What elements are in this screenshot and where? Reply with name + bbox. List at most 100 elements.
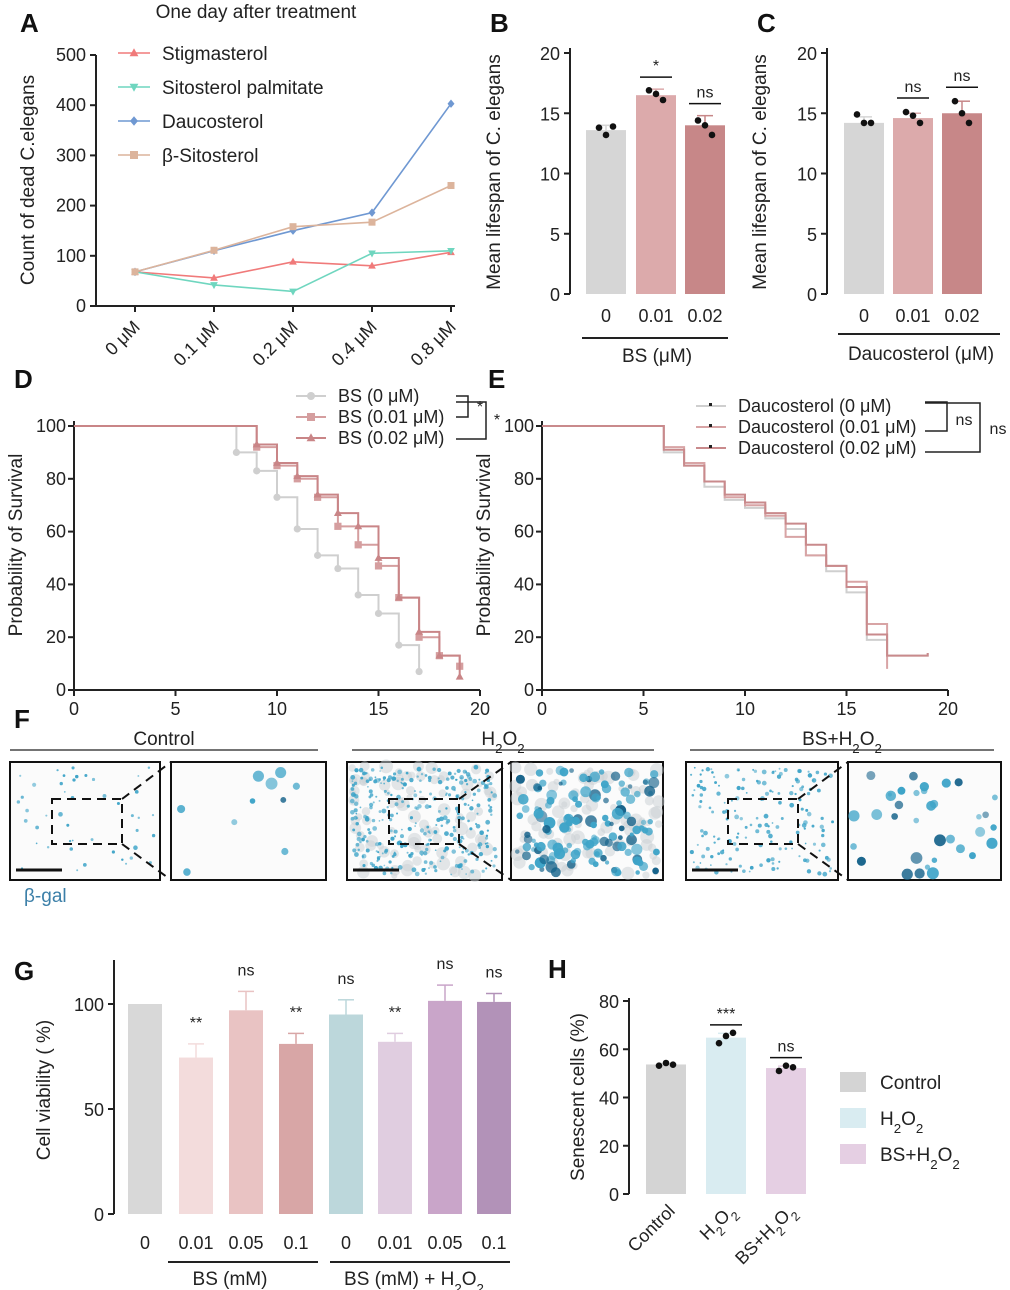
- stain-dot: [453, 772, 457, 776]
- stain-dot: [351, 783, 355, 787]
- stain-dot: [795, 779, 801, 784]
- stain-dot: [477, 842, 483, 847]
- stain-dot: [700, 829, 704, 833]
- stain-dot: [374, 778, 377, 781]
- stain-dot: [744, 825, 748, 829]
- stain-dot: [429, 860, 434, 865]
- stain-dot: [91, 777, 96, 782]
- stain-dot: [177, 804, 186, 814]
- stain-dot: [450, 775, 455, 780]
- replicate-dot: [729, 1029, 737, 1037]
- stain-dot: [728, 857, 732, 861]
- censor-marker: [334, 522, 342, 530]
- stain-dot: [423, 867, 426, 871]
- stain-dot: [708, 806, 712, 810]
- stain-dot: [975, 826, 986, 837]
- stain-dot: [555, 851, 561, 857]
- stain-dot: [351, 780, 354, 782]
- stain-dot: [71, 839, 74, 842]
- stain-dot: [803, 858, 807, 863]
- stain-dot: [69, 847, 74, 851]
- data-point: [131, 268, 139, 276]
- x-tick-label: 0.2 μM: [249, 317, 302, 370]
- zoom-region-box: [727, 798, 799, 845]
- tissue-texture: [604, 846, 616, 857]
- stain-dot: [821, 828, 825, 833]
- stain-dot: [776, 774, 782, 779]
- stain-dot: [990, 824, 997, 831]
- stain-dot: [759, 863, 763, 867]
- stain-dot: [292, 782, 300, 790]
- tissue-texture: [425, 761, 438, 774]
- stain-dot: [716, 791, 721, 796]
- bar: [893, 118, 933, 294]
- stain-dot: [539, 854, 550, 865]
- stain-dot: [380, 766, 384, 770]
- stain-dot: [639, 825, 646, 832]
- bar: [685, 125, 725, 294]
- tissue-texture: [585, 847, 597, 860]
- stain-dot: [72, 778, 76, 782]
- stain-dot: [383, 864, 386, 867]
- stain-dot: [442, 815, 448, 821]
- tissue-texture: [652, 795, 665, 808]
- bar: [706, 1037, 746, 1194]
- significance-label: **: [389, 1004, 401, 1021]
- stain-dot: [434, 849, 437, 851]
- y-tick-label: 80: [514, 469, 534, 489]
- replicate-dot: [652, 90, 660, 98]
- stain-dot: [231, 819, 238, 826]
- stain-dot: [594, 851, 600, 857]
- stain-dot: [428, 867, 430, 869]
- stain-dot: [447, 793, 452, 797]
- stain-dot: [803, 827, 806, 830]
- stain-dot: [807, 770, 810, 773]
- data-point: [210, 282, 218, 290]
- censor-marker: [374, 609, 383, 618]
- data-point: [368, 250, 376, 258]
- stain-dot: [703, 830, 708, 836]
- stain-dot: [752, 768, 755, 771]
- stain-dot: [816, 788, 821, 793]
- bar: [636, 95, 676, 294]
- bar: [586, 130, 626, 294]
- stain-dot: [931, 857, 938, 863]
- stain-dot: [472, 792, 476, 796]
- stain-dot: [552, 842, 564, 854]
- stain-dot: [976, 814, 982, 820]
- stain-dot: [635, 870, 640, 875]
- stain-dot: [690, 773, 693, 776]
- stain-dot: [361, 855, 365, 858]
- stain-dot: [413, 793, 418, 798]
- x-tick-label: 0.1: [283, 1233, 308, 1253]
- stain-dot: [771, 867, 776, 872]
- tissue-texture: [412, 856, 422, 866]
- stain-dot: [407, 826, 412, 832]
- significance-label: ns: [954, 68, 971, 85]
- significance-bracket-inner: [925, 401, 948, 432]
- stain-dot: [710, 768, 713, 771]
- stain-dot: [367, 828, 371, 832]
- stain-dot: [941, 778, 951, 788]
- survival-curve-1: [74, 425, 461, 667]
- panel-label-a: A: [20, 8, 39, 38]
- stain-dot: [771, 771, 775, 775]
- stain-dot: [992, 794, 998, 801]
- y-tick-label: 15: [540, 104, 560, 124]
- stain-dot: [376, 857, 381, 861]
- stain-dot: [692, 861, 695, 864]
- zoom-connector: [797, 843, 849, 881]
- stain-dot: [416, 766, 422, 772]
- stain-dot: [618, 780, 626, 787]
- stain-dot: [569, 768, 574, 773]
- tissue-texture: [473, 807, 484, 817]
- stain-dot: [589, 771, 601, 783]
- stain-dot: [359, 840, 362, 844]
- legend-marker: [709, 424, 712, 427]
- stain-dot: [446, 818, 451, 824]
- y-axis-title: Mean lifespan of C. elegans: [484, 54, 505, 290]
- panel-f-micrographs: Control H2O2 BS+H2O2 β-gal: [9, 729, 1002, 907]
- stain-dot: [488, 808, 493, 813]
- legend-label: Daucosterol (0.02 μM): [738, 438, 916, 458]
- stain-dot: [401, 828, 403, 831]
